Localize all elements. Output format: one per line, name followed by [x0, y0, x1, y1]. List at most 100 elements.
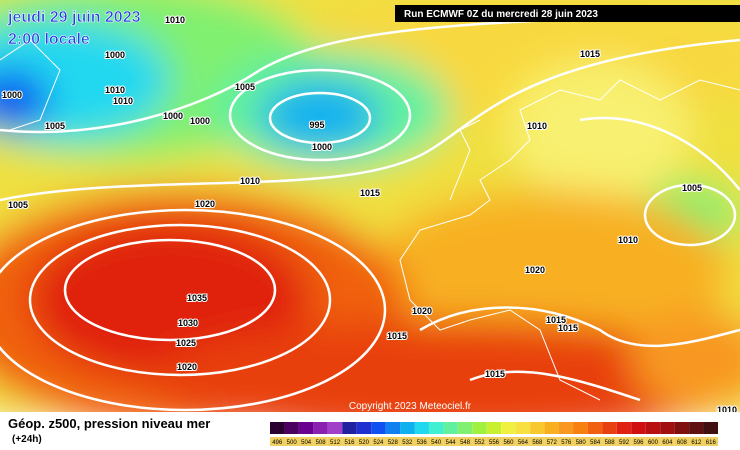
scale-label-bg — [703, 437, 718, 446]
isobar-label: 1015 — [360, 188, 380, 198]
scale-swatch — [371, 422, 386, 434]
scale-label-bg — [573, 437, 588, 446]
scale-label-bg — [674, 437, 690, 446]
isobar-label: 1015 — [580, 49, 600, 59]
scale-swatch — [270, 422, 285, 434]
scale-swatch — [400, 422, 415, 434]
run-text: Run ECMWF 0Z du mercredi 28 juin 2023 — [404, 9, 598, 20]
scale-label-bg — [270, 437, 285, 446]
isobar-label: 1035 — [187, 293, 207, 303]
isobar-label: 1010 — [165, 15, 185, 25]
isobar-label: 1030 — [178, 318, 198, 328]
isobar-label: 1010 — [105, 85, 125, 95]
coastlines — [0, 39, 740, 401]
isobar-label: 1000 — [190, 116, 210, 126]
isobar-label: 1005 — [682, 183, 702, 193]
isobar-label: 1005 — [45, 121, 65, 131]
color-scale: 496 500 504 508 512 516 520 524 528 532 536 540 544 5… — [270, 422, 718, 446]
scale-label: 516 — [344, 440, 355, 446]
scale-label: 580 — [576, 440, 587, 446]
isobar-label: 1000 — [105, 50, 125, 60]
scale-label: 568 — [532, 440, 543, 446]
scale-label-bg — [472, 437, 487, 446]
isobar-label: 1015 — [485, 369, 505, 379]
scale-label: 512 — [330, 440, 341, 446]
scale-label: 536 — [417, 440, 428, 446]
scale-swatch — [602, 422, 617, 434]
scale-label-bg — [689, 437, 704, 446]
scale-label: 524 — [373, 440, 384, 446]
scale-swatch — [486, 422, 502, 434]
isobar-label: 1005 — [235, 82, 255, 92]
scale-swatch — [515, 422, 531, 434]
scale-label: 584 — [590, 440, 601, 446]
scale-label-bg — [356, 437, 372, 446]
isobar-label: 1025 — [176, 338, 196, 348]
isobar-label: 1000 — [163, 111, 183, 121]
run-box — [395, 5, 740, 22]
isobar-label: 1005 — [8, 200, 28, 210]
scale-label: 560 — [503, 440, 514, 446]
scale-label-bg — [400, 437, 415, 446]
scale-label: 504 — [301, 440, 312, 446]
scale-label: 604 — [662, 440, 673, 446]
isobar-label: 1010 — [113, 96, 133, 106]
scale-label-bg — [313, 437, 328, 446]
scale-swatch — [674, 422, 690, 434]
footer-title: Géop. z500, pression niveau mer — [8, 416, 210, 431]
scale-label-bg — [645, 437, 661, 446]
scale-label: 608 — [677, 440, 688, 446]
scale-swatch — [457, 422, 473, 434]
scale-label: 532 — [402, 440, 413, 446]
scale-label: 600 — [648, 440, 659, 446]
scale-swatch — [631, 422, 646, 434]
scale-label: 496 — [272, 440, 283, 446]
isobar-label: 1010 — [618, 235, 638, 245]
scale-label-bg — [414, 437, 429, 446]
isobar-label: 1015 — [558, 323, 578, 333]
scale-swatch — [645, 422, 661, 434]
isobar-label: 1000 — [312, 142, 332, 152]
scale-label-bg — [443, 437, 458, 446]
scale-swatch — [385, 422, 401, 434]
copyright: Copyright 2023 Meteociel.fr — [349, 401, 472, 412]
date-text: jeudi 29 juin 2023 — [7, 9, 141, 26]
scale-label: 552 — [475, 440, 486, 446]
scale-label-bg — [544, 437, 560, 446]
scale-label: 596 — [634, 440, 645, 446]
scale-swatch — [414, 422, 429, 434]
isobar-label: 1015 — [546, 315, 566, 325]
scale-label-bg — [530, 437, 545, 446]
scale-label-bg — [501, 437, 516, 446]
scale-label: 540 — [431, 440, 442, 446]
scale-label: 616 — [706, 440, 717, 446]
isobar-label: 1020 — [525, 265, 545, 275]
scale-label: 612 — [691, 440, 702, 446]
scale-swatch — [356, 422, 372, 434]
scale-swatch — [559, 422, 574, 434]
scale-swatch — [443, 422, 458, 434]
scale-swatch — [298, 422, 314, 434]
scale-label: 576 — [561, 440, 572, 446]
isobar-label: 1020 — [195, 199, 215, 209]
scale-swatch — [544, 422, 560, 434]
scale-label-bg — [298, 437, 314, 446]
scale-swatch — [530, 422, 545, 434]
scale-swatch — [616, 422, 632, 434]
scale-label: 520 — [359, 440, 370, 446]
scale-label-bg — [428, 437, 444, 446]
isobar-label: 1000 — [2, 90, 22, 100]
scale-label-bg — [631, 437, 646, 446]
scale-swatch — [501, 422, 516, 434]
scale-label-bg — [342, 437, 357, 446]
scale-label-bg — [284, 437, 299, 446]
isobar-label: 1010 — [240, 176, 260, 186]
isobar-label: 995 — [309, 120, 324, 130]
scale-label-bg — [587, 437, 603, 446]
scale-label: 572 — [547, 440, 558, 446]
scale-swatch — [313, 422, 328, 434]
scale-label: 528 — [388, 440, 399, 446]
scale-label-bg — [559, 437, 574, 446]
